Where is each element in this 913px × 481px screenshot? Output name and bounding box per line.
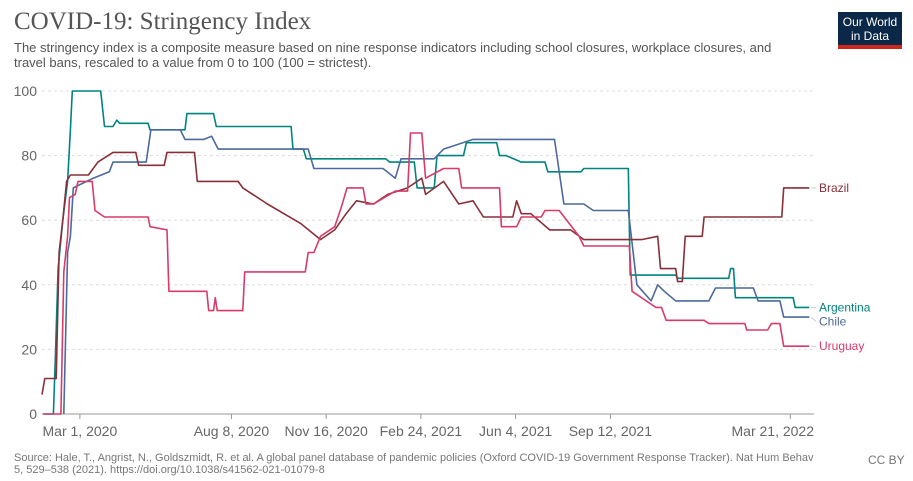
chart-title: COVID-19: Stringency Index: [14, 8, 312, 35]
series-line-argentina[interactable]: [43, 90, 810, 415]
series-label-connector: [810, 316, 817, 322]
logo-line-2: in Data: [850, 29, 890, 43]
owid-logo[interactable]: Our World in Data: [838, 12, 902, 49]
axis-layer: 0 20 40 60 80 100 Mar 1, 2020 Aug 8, 2020 Nov 16…: [14, 83, 815, 439]
x-tick-label: Nov 16, 2020: [285, 423, 368, 439]
series-label-chile: Chile: [819, 314, 847, 328]
logo-line-1: Our World: [842, 15, 898, 29]
series-line-uruguay[interactable]: [42, 132, 810, 415]
license-badge[interactable]: CC BY: [868, 453, 905, 467]
series-line-brazil[interactable]: [41, 151, 810, 395]
x-tick-label: Aug 8, 2020: [194, 423, 270, 439]
series-layer: [41, 90, 810, 415]
y-tick-label: 40: [21, 277, 37, 293]
line-chart: 0 20 40 60 80 100 Mar 1, 2020 Aug 8, 2020 Nov 16…: [14, 83, 871, 439]
series-label-uruguay: Uruguay: [819, 339, 864, 353]
series-label-argentina: Argentina: [819, 300, 871, 314]
source-note: Source: Hale, T., Angrist, N., Goldszmid…: [14, 452, 814, 476]
series-label-brazil: Brazil: [819, 181, 849, 195]
x-tick-label: Jun 4, 2021: [479, 423, 552, 439]
grid-layer: [42, 90, 814, 350]
x-tick-label: Mar 1, 2020: [43, 423, 118, 439]
y-tick-label: 20: [21, 341, 37, 357]
y-tick-label: 0: [29, 406, 37, 422]
x-tick-label: Feb 24, 2021: [380, 423, 463, 439]
y-tick-label: 80: [21, 148, 37, 164]
y-tick-label: 100: [14, 83, 38, 99]
y-tick-label: 60: [21, 212, 37, 228]
x-tick-label: Mar 21, 2022: [732, 423, 815, 439]
chart-subtitle: The stringency index is a composite meas…: [14, 40, 772, 70]
x-tick-label: Sep 12, 2021: [569, 423, 653, 439]
series-line-chile[interactable]: [63, 129, 810, 415]
